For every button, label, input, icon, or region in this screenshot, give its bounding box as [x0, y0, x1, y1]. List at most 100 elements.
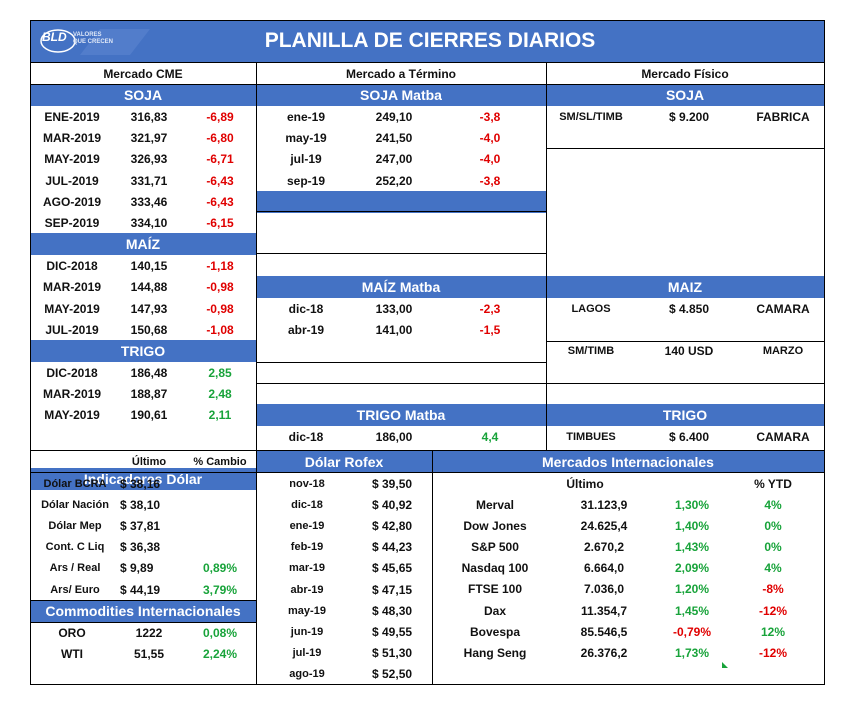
matba-maiz-change: -2,3: [479, 301, 501, 316]
intl-index-value: 85.546,5: [580, 624, 628, 639]
matba-gap-line-2: [256, 383, 546, 384]
cme-soja-change: -6,80: [206, 131, 234, 146]
commodities-title: Commodities Internacionales: [30, 600, 256, 622]
matba-soja-contract: sep-19: [286, 173, 326, 188]
dolar-change: 3,79%: [202, 582, 238, 597]
fisico-maiz-type: MARZO: [762, 345, 804, 358]
logo-name: BLD: [42, 30, 67, 44]
fisico-trigo-location: TIMBUES: [566, 430, 616, 443]
matba-soja-price: 249,10: [375, 109, 413, 124]
cme-soja-price: 321,97: [130, 131, 168, 146]
intl-index-name: Dow Jones: [463, 518, 527, 533]
cme-trigo-change: 2,85: [208, 365, 232, 380]
cme-soja-price: 326,93: [130, 152, 168, 167]
section-fisico: Mercado Físico: [641, 66, 729, 81]
matba-soja-change: -3,8: [479, 109, 501, 124]
fisico-maiz-type: CAMARA: [756, 301, 810, 316]
fisico-soja-location: SM/SL/TIMB: [559, 110, 623, 123]
cme-maiz-contract: MAR-2019: [42, 280, 102, 295]
intl-index-name: S&P 500: [471, 539, 519, 554]
matba-soja-end-band: [256, 190, 546, 213]
logo-tagline-2: QUE CRECEN: [73, 39, 114, 45]
rofex-month: nov-18: [289, 477, 325, 490]
cme-maiz-contract: JUL-2019: [45, 323, 99, 338]
dolar-title: Indicadores Dólar: [30, 467, 256, 490]
matba-trigo-contract: dic-18: [288, 429, 324, 444]
cme-soja-price: 334,10: [130, 216, 168, 231]
fisico-trigo-title: TRIGO: [546, 403, 824, 426]
dolar-price: $ 44,19: [120, 582, 161, 597]
intl-index-value: 11.354,7: [580, 603, 628, 618]
cme-maiz-contract: MAY-2019: [44, 301, 100, 316]
matba-maiz-bottom: [256, 362, 546, 363]
outer-border-top: [30, 20, 824, 21]
intl-index-name: Nasdaq 100: [461, 561, 529, 576]
matba-soja-price: 241,50: [375, 131, 413, 146]
cme-trigo-change: 2,11: [208, 408, 232, 423]
rofex-price: $ 39,50: [372, 476, 413, 491]
dolar-price: $ 9,89: [120, 561, 154, 576]
cme-maiz-price: 140,15: [130, 259, 168, 274]
intl-daily-change: 1,73%: [674, 645, 710, 660]
outer-border-bottom: [30, 684, 824, 685]
rofex-month: mar-19: [288, 562, 326, 575]
rofex-month: ene-19: [289, 519, 325, 532]
matba-maiz-price: 133,00: [375, 301, 413, 316]
col-divider-fisico: [546, 62, 547, 451]
rofex-month: abr-19: [290, 583, 324, 596]
intl-ytd-change: 4%: [764, 497, 782, 512]
commodity-name: WTI: [61, 647, 83, 661]
matba-gap-line: [256, 253, 546, 254]
cme-trigo-contract: MAY-2019: [44, 408, 100, 423]
rofex-month: ago-19: [289, 668, 325, 681]
section-header-bottom: [30, 84, 824, 85]
rofex-price: $ 51,30: [372, 646, 413, 661]
cme-maiz-title: MAÍZ: [30, 233, 256, 256]
intl-ytd-change: 0%: [764, 518, 782, 533]
intl-index-value: 31.123,9: [580, 497, 628, 512]
fisico-trigo-price: $ 6.400: [668, 429, 710, 444]
rofex-price: $ 42,80: [372, 518, 413, 533]
matba-soja-change: -4,0: [479, 152, 501, 167]
cme-soja-contract: MAR-2019: [42, 131, 102, 146]
cme-trigo-contract: MAR-2019: [42, 387, 102, 402]
cme-maiz-change: -0,98: [206, 280, 234, 295]
intl-col-ytd: % YTD: [754, 476, 792, 491]
matba-soja-bottom: [256, 211, 546, 212]
intl-daily-change: 1,30%: [674, 497, 710, 512]
dolar-name: Ars/ Euro: [50, 583, 100, 596]
fisico-maiz-bottom: [546, 383, 824, 384]
matba-trigo-price: 186,00: [375, 429, 413, 444]
cme-maiz-contract: DIC-2018: [46, 259, 98, 274]
dolar-change: 0,89%: [202, 561, 238, 576]
cme-soja-change: -6,71: [206, 152, 234, 167]
intl-daily-change: 1,40%: [674, 518, 710, 533]
rofex-month: dic-18: [291, 498, 323, 511]
cme-trigo-price: 186,48: [130, 365, 168, 380]
cme-soja-price: 316,83: [130, 109, 168, 124]
rofex-price: $ 49,55: [372, 624, 413, 639]
commodity-name: ORO: [58, 625, 86, 640]
dolar-price: $ 36,38: [120, 540, 161, 555]
commodity-change: 0,08%: [202, 625, 238, 640]
intl-col-ultimo: Último: [566, 476, 604, 491]
dolar-name: Dólar Mep: [48, 519, 102, 532]
dolar-price: $ 37,81: [120, 518, 161, 533]
title-bottom-line: [30, 62, 824, 63]
fisico-maiz-mid: [546, 341, 824, 342]
commodity-price: 1222: [135, 625, 163, 640]
cme-maiz-price: 144,88: [130, 280, 168, 295]
fisico-soja-type: FABRICA: [756, 109, 810, 124]
matba-soja-contract: jul-19: [290, 152, 322, 167]
rofex-price: $ 52,50: [372, 667, 413, 682]
intl-ytd-change: -8%: [762, 582, 784, 597]
section-termino: Mercado a Término: [345, 66, 457, 81]
intl-daily-change: -0,79%: [672, 624, 712, 639]
lower-headers-bottom: [256, 472, 824, 473]
rofex-month: jul-19: [292, 647, 322, 660]
intl-index-value: 6.664,0: [583, 561, 625, 576]
commodities-top: [30, 600, 256, 601]
rofex-price: $ 44,23: [372, 540, 413, 555]
fisico-maiz-title: MAIZ: [546, 275, 824, 298]
fisico-maiz-location: LAGOS: [571, 302, 611, 315]
